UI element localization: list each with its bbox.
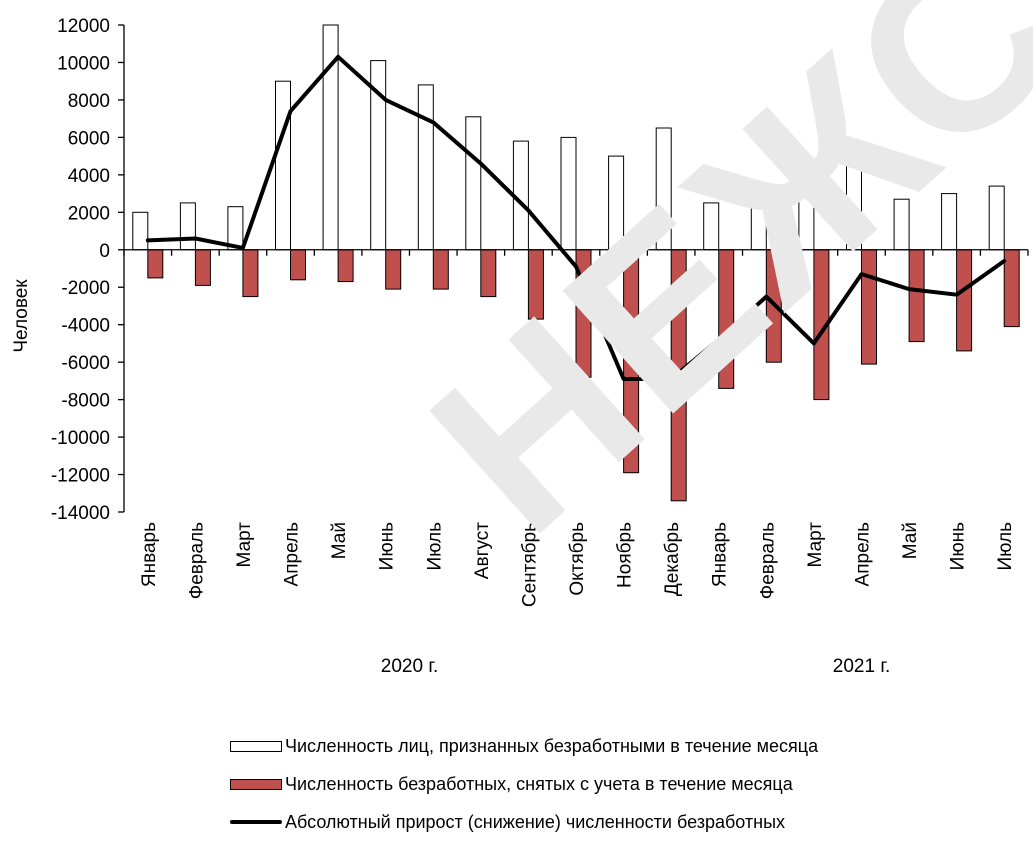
legend-swatch-removed xyxy=(230,779,282,790)
bar-removed xyxy=(148,250,163,278)
bar-new-unemployed xyxy=(228,207,243,250)
bar-removed xyxy=(338,250,353,282)
legend-item-net-change: Абсолютный прирост (снижение) численност… xyxy=(230,811,818,833)
bar-removed xyxy=(719,250,734,389)
y-tick-label: -10000 xyxy=(51,428,110,449)
y-tick-label: 4000 xyxy=(68,166,110,187)
x-category-label: Сентябрь xyxy=(519,522,540,607)
y-tick-label: 8000 xyxy=(68,91,110,112)
x-category-label: Февраль xyxy=(757,522,778,599)
bar-new-unemployed xyxy=(989,186,1004,250)
legend: Численность лиц, признанных безработными… xyxy=(230,735,818,849)
bar-removed xyxy=(195,250,210,286)
y-tick-label: -2000 xyxy=(61,278,110,299)
y-tick-label: -8000 xyxy=(61,391,110,412)
legend-label-new-unemployed: Численность лиц, признанных безработными… xyxy=(285,736,818,757)
x-category-label: Октябрь xyxy=(567,522,588,596)
legend-swatch-net-change xyxy=(230,820,282,824)
legend-item-removed: Численность безработных, снятых с учета … xyxy=(230,773,818,795)
x-category-label: Ноябрь xyxy=(615,522,636,588)
bar-new-unemployed xyxy=(894,199,909,250)
year-label: 2021 г. xyxy=(833,656,890,677)
chart: Человек 12000 10000 8000 6000 4000 2000 0 -2000… xyxy=(0,0,1033,730)
y-tick-label: -6000 xyxy=(61,353,110,374)
x-category-label: Март xyxy=(234,522,255,568)
y-tick-label: 10000 xyxy=(57,53,110,74)
x-category-label: Январь xyxy=(710,522,731,587)
bar-new-unemployed xyxy=(180,203,195,250)
x-category-label: Апрель xyxy=(853,522,874,587)
bar-new-unemployed xyxy=(276,81,291,250)
x-category-label: Июль xyxy=(424,522,445,571)
bar-removed xyxy=(528,250,543,319)
legend-item-new-unemployed: Численность лиц, признанных безработными… xyxy=(230,735,818,757)
bar-new-unemployed xyxy=(799,194,814,250)
x-category-label: Декабрь xyxy=(662,522,683,596)
bar-removed xyxy=(624,250,639,473)
bar-new-unemployed xyxy=(609,156,624,250)
bar-removed xyxy=(291,250,306,280)
bar-removed xyxy=(909,250,924,342)
x-category-label: Март xyxy=(805,522,826,568)
y-axis-title: Человек xyxy=(11,279,32,353)
bars-layer xyxy=(133,25,1019,501)
bar-removed xyxy=(386,250,401,289)
bar-new-unemployed xyxy=(466,117,481,250)
x-category-label: Апрель xyxy=(282,522,303,587)
year-label: 2020 г. xyxy=(381,656,438,677)
y-tick-label: 2000 xyxy=(68,203,110,224)
bar-removed xyxy=(957,250,972,351)
bar-removed xyxy=(862,250,877,364)
bar-removed xyxy=(433,250,448,289)
x-category-label: Май xyxy=(900,522,921,559)
bar-removed xyxy=(481,250,496,297)
bar-removed xyxy=(1004,250,1019,327)
x-category-label: Август xyxy=(472,522,493,579)
x-category-label: Июнь xyxy=(377,522,398,570)
bar-removed xyxy=(243,250,258,297)
x-category-label: Январь xyxy=(139,522,160,587)
legend-label-removed: Численность безработных, снятых с учета … xyxy=(285,774,793,795)
x-category-label: Февраль xyxy=(186,522,207,599)
bar-new-unemployed xyxy=(656,128,671,250)
bar-new-unemployed xyxy=(751,184,766,250)
legend-swatch-new-unemployed xyxy=(230,741,282,752)
y-tick-label: -12000 xyxy=(51,466,110,487)
x-category-label: Июль xyxy=(995,522,1016,571)
y-tick-label: -4000 xyxy=(61,316,110,337)
y-tick-label: -14000 xyxy=(51,503,110,524)
y-tick-label: 6000 xyxy=(68,128,110,149)
bar-new-unemployed xyxy=(704,203,719,250)
x-category-label: Июнь xyxy=(948,522,969,570)
x-category-label: Май xyxy=(329,522,350,559)
legend-label-net-change: Абсолютный прирост (снижение) численност… xyxy=(285,812,785,833)
bar-new-unemployed xyxy=(561,137,576,249)
y-tick-label: 0 xyxy=(99,241,110,262)
y-tick-label: 12000 xyxy=(57,16,110,37)
bar-new-unemployed xyxy=(847,160,862,250)
bar-new-unemployed xyxy=(418,85,433,250)
bar-new-unemployed xyxy=(942,194,957,250)
bar-new-unemployed xyxy=(133,212,148,250)
